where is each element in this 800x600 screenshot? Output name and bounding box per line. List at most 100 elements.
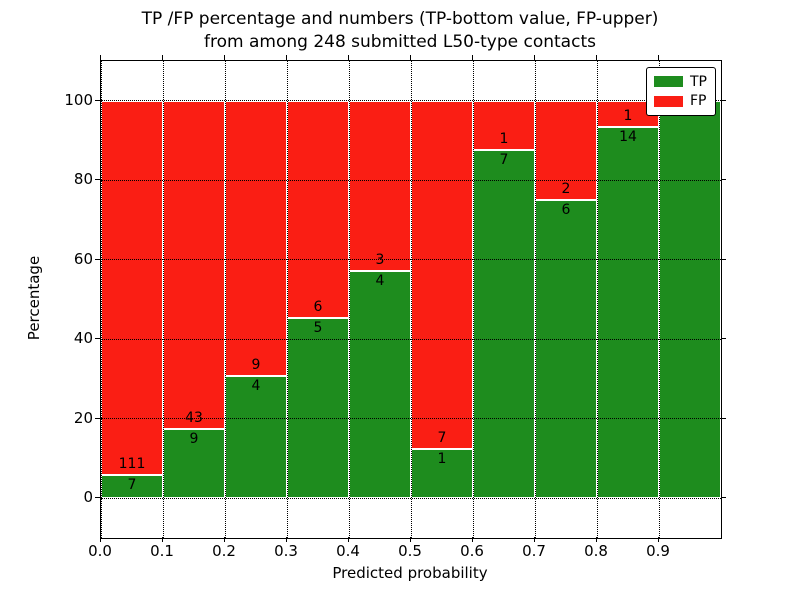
tp-count-label-5: 1 <box>437 450 447 467</box>
x-axis-label: Predicted probability <box>332 564 488 582</box>
tp-swatch-icon <box>654 76 683 88</box>
bar-segment-fp-0 <box>101 100 163 475</box>
tp-count-label-3: 5 <box>313 319 323 336</box>
x-tick-label-0.8: 0.8 <box>584 542 608 560</box>
bar-segment-fp-7 <box>535 100 597 201</box>
x-tick-top-0.5 <box>410 55 411 60</box>
y-tick-right-60 <box>721 258 726 260</box>
y-tick-left-0 <box>95 497 100 499</box>
x-tick-label-0.7: 0.7 <box>522 542 546 560</box>
horizontal-gridline-0 <box>101 497 721 499</box>
fp-count-label-3: 6 <box>313 298 323 315</box>
x-tick-label-0.9: 0.9 <box>646 542 670 560</box>
fp-count-label-2: 9 <box>251 356 261 373</box>
y-tick-left-80 <box>95 179 100 181</box>
y-tick-right-40 <box>721 338 726 340</box>
bar-segment-tp-8 <box>597 127 659 499</box>
x-tick-top-0.4 <box>348 55 349 60</box>
chart-title: TP /FP percentage and numbers (TP-bottom… <box>141 9 659 29</box>
y-tick-left-40 <box>95 338 100 340</box>
x-tick-label-0.0: 0.0 <box>88 542 112 560</box>
bar-segment-tp-9 <box>659 100 721 499</box>
x-tick-top-0.0 <box>100 55 101 60</box>
y-tick-left-100 <box>95 99 100 101</box>
y-tick-right-0 <box>721 497 726 499</box>
horizontal-gridline-100 <box>101 100 721 102</box>
x-tick-bottom-0.1 <box>162 537 163 542</box>
tp-count-label-4: 4 <box>375 273 385 290</box>
bar-segment-fp-2 <box>225 100 287 376</box>
bar-segment-tp-4 <box>349 271 411 499</box>
x-tick-bottom-0.8 <box>596 537 597 542</box>
tp-count-label-7: 6 <box>561 202 571 219</box>
bar-segment-fp-5 <box>411 100 473 449</box>
vertical-gridline-0.9 <box>658 61 660 538</box>
fp-count-label-0: 111 <box>118 455 146 472</box>
y-tick-label-0: 0 <box>83 488 93 507</box>
x-tick-top-0.3 <box>286 55 287 60</box>
vertical-gridline-0.7 <box>534 61 536 538</box>
chart-title-block: TP /FP percentage and numbers (TP-bottom… <box>0 8 800 54</box>
vertical-gridline-0.2 <box>224 61 226 538</box>
x-tick-bottom-0.9 <box>658 537 659 542</box>
x-tick-bottom-0.7 <box>534 537 535 542</box>
x-tick-top-0.8 <box>596 55 597 60</box>
vertical-gridline-0.0 <box>100 61 102 538</box>
x-tick-top-0.7 <box>534 55 535 60</box>
x-tick-label-0.5: 0.5 <box>398 542 422 560</box>
x-tick-label-0.4: 0.4 <box>336 542 360 560</box>
fp-count-label-1: 43 <box>185 410 203 427</box>
y-tick-right-100 <box>721 99 726 101</box>
fp-count-label-8: 1 <box>623 108 633 125</box>
tp-count-label-2: 4 <box>251 377 261 394</box>
x-tick-bottom-0.4 <box>348 537 349 542</box>
y-axis-label: Percentage <box>25 255 43 341</box>
legend-entry-tp: TP <box>647 75 715 89</box>
y-tick-right-80 <box>721 179 726 181</box>
tp-count-label-0: 7 <box>127 476 137 493</box>
bar-segment-tp-2 <box>225 375 287 499</box>
bar-segment-fp-3 <box>287 100 349 318</box>
x-tick-bottom-0.6 <box>472 537 473 542</box>
x-tick-label-0.6: 0.6 <box>460 542 484 560</box>
legend-entry-fp: FP <box>647 94 715 108</box>
bar-segment-tp-6 <box>473 150 535 499</box>
x-tick-top-0.2 <box>224 55 225 60</box>
fp-swatch-icon <box>654 95 683 107</box>
vertical-gridline-0.5 <box>410 61 412 538</box>
horizontal-gridline-60 <box>101 259 721 261</box>
tp-count-label-6: 7 <box>499 152 509 169</box>
y-tick-label-60: 60 <box>73 249 93 268</box>
bar-segment-tp-7 <box>535 200 597 499</box>
y-tick-left-20 <box>95 417 100 419</box>
tp-count-label-8: 14 <box>619 129 637 146</box>
x-tick-top-0.6 <box>472 55 473 60</box>
x-tick-bottom-0.3 <box>286 537 287 542</box>
plot-area: 711194349564317716214180 <box>100 60 722 539</box>
y-tick-label-20: 20 <box>73 408 93 427</box>
x-tick-top-0.1 <box>162 55 163 60</box>
chart-subtitle: from among 248 submitted L50-type contac… <box>204 32 596 52</box>
fp-count-label-6: 1 <box>499 131 509 148</box>
x-tick-bottom-0.5 <box>410 537 411 542</box>
vertical-gridline-0.3 <box>286 61 288 538</box>
y-tick-label-80: 80 <box>73 170 93 189</box>
horizontal-gridline-80 <box>101 179 721 181</box>
fp-count-label-4: 3 <box>375 252 385 269</box>
fp-count-label-7: 2 <box>561 181 571 198</box>
bar-segment-fp-4 <box>349 100 411 272</box>
horizontal-gridline-20 <box>101 418 721 420</box>
x-tick-label-0.2: 0.2 <box>212 542 236 560</box>
fp-count-label-5: 7 <box>437 429 447 446</box>
y-tick-label-100: 100 <box>64 90 93 109</box>
x-tick-bottom-0.2 <box>224 537 225 542</box>
x-tick-label-0.3: 0.3 <box>274 542 298 560</box>
vertical-gridline-0.8 <box>596 61 598 538</box>
vertical-gridline-0.6 <box>472 61 474 538</box>
horizontal-gridline-40 <box>101 338 721 340</box>
bar-segment-tp-1 <box>163 429 225 499</box>
bar-segment-tp-3 <box>287 317 349 499</box>
bar-segment-fp-1 <box>163 100 225 430</box>
tp-count-label-1: 9 <box>189 431 199 448</box>
